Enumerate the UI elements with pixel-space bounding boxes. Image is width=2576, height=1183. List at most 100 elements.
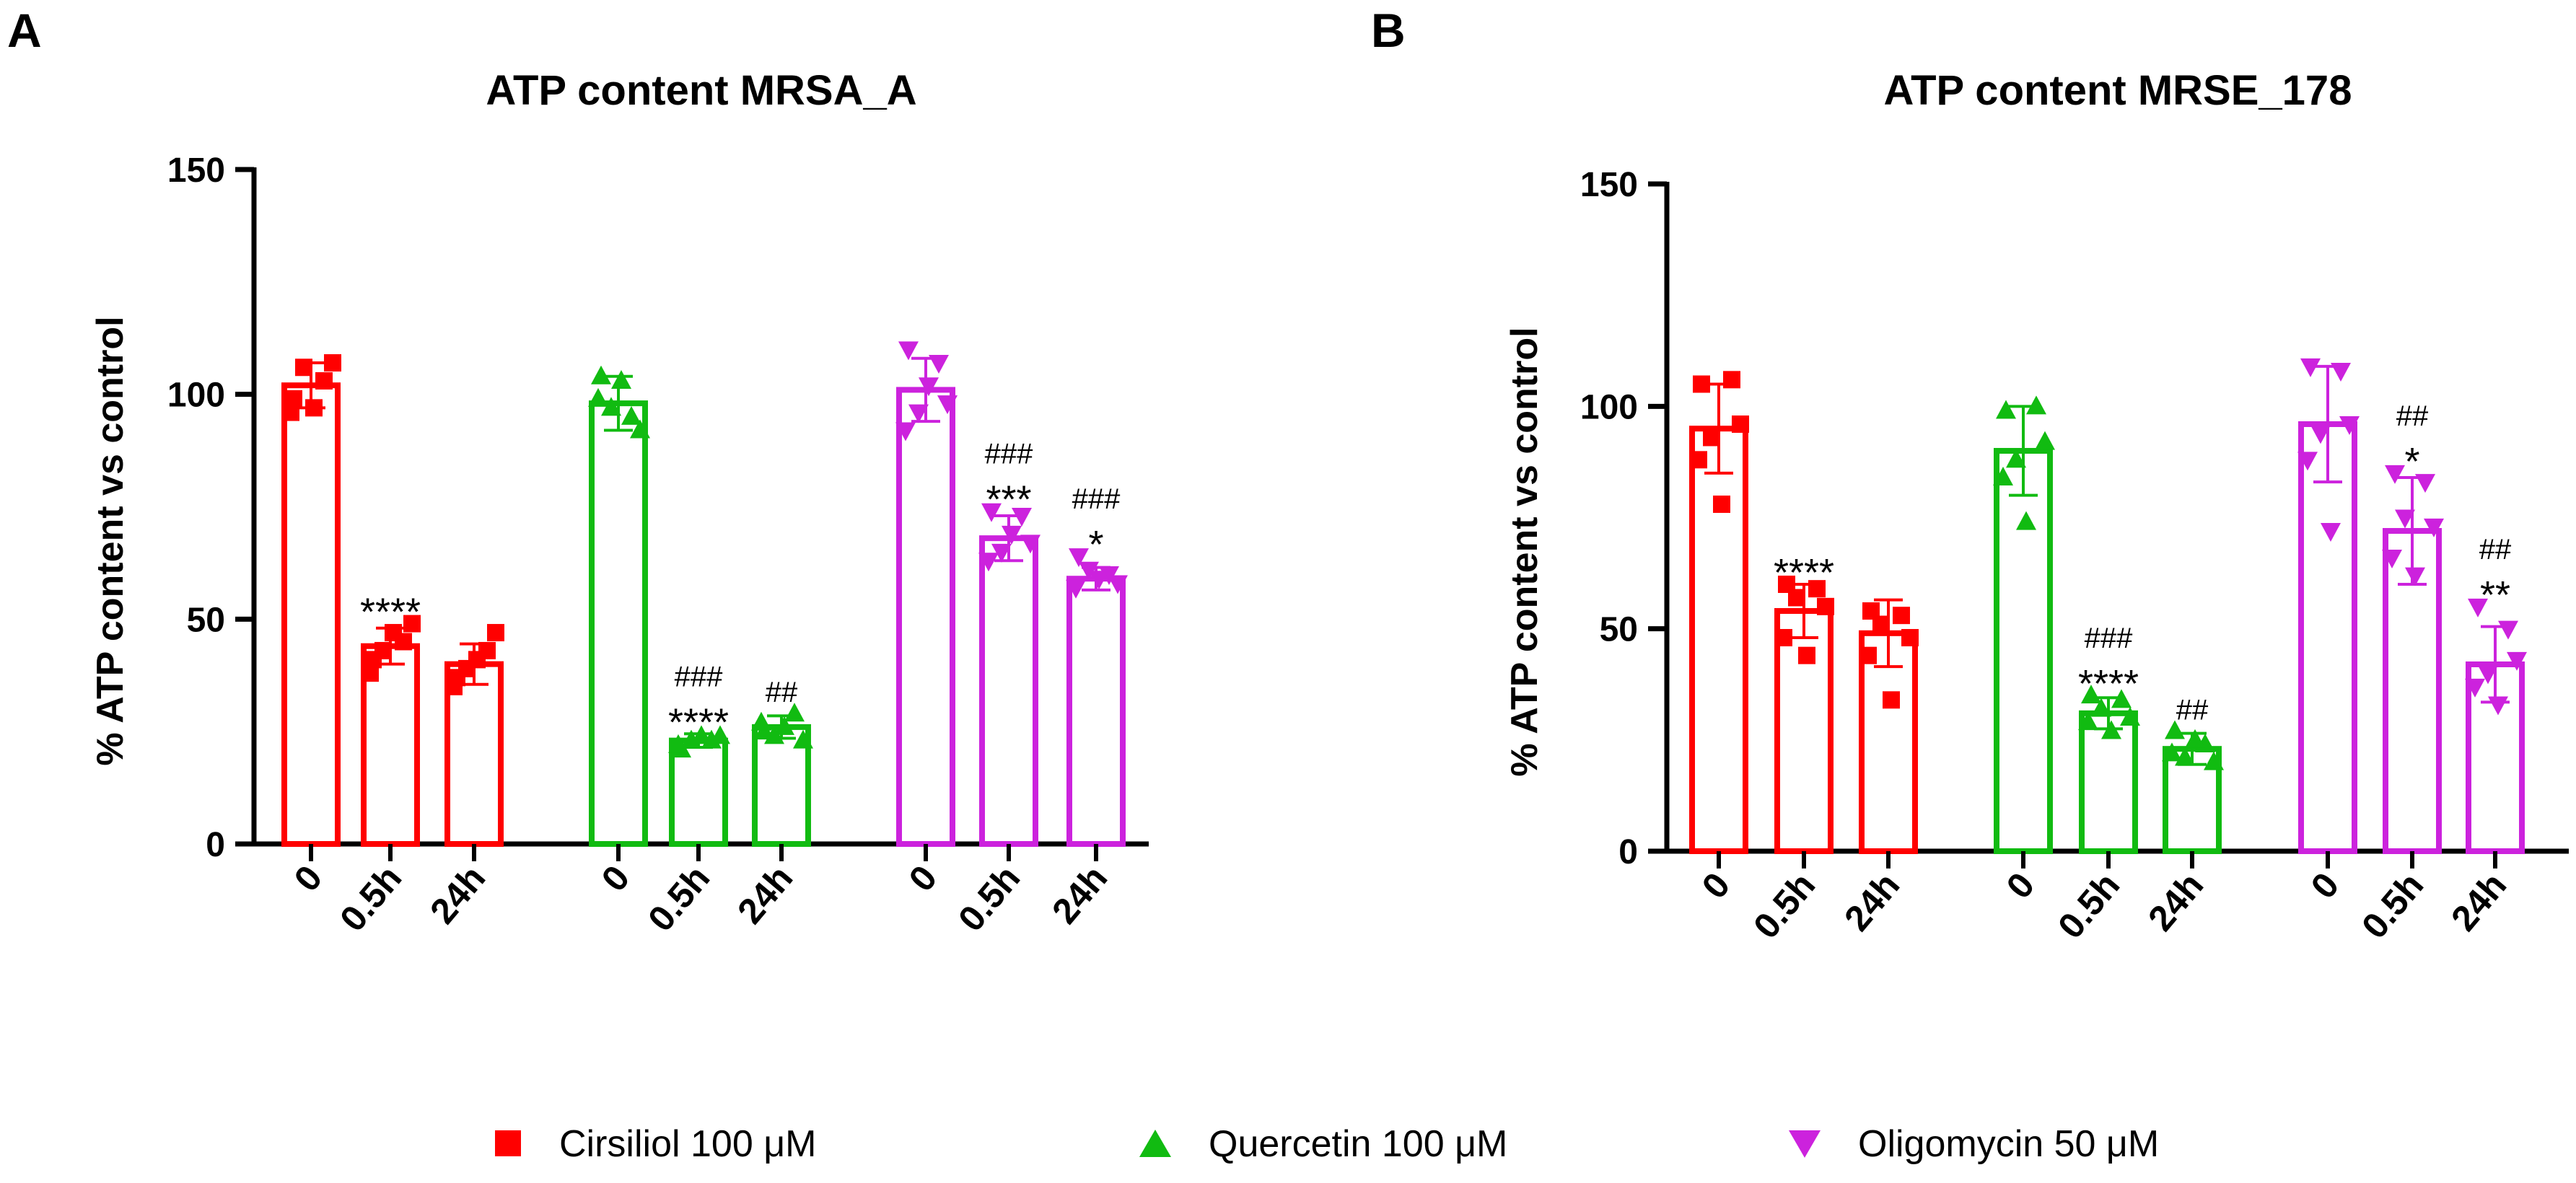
data-point (2405, 567, 2425, 586)
data-point (2162, 742, 2182, 762)
legend-label: Quercetin 100 μM (1209, 1123, 1507, 1165)
data-point (2478, 665, 2498, 685)
data-point (1883, 691, 1900, 709)
data-point (621, 405, 641, 425)
data-point (403, 615, 421, 633)
data-point (588, 387, 608, 407)
data-point (1872, 615, 1890, 633)
data-point (1859, 646, 1877, 664)
x-tick-label: 0.5h (1745, 865, 1823, 946)
data-point (2006, 449, 2026, 468)
legend-item-oligomycin: Oligomycin 50 μM (1789, 1123, 2159, 1165)
data-point (1775, 629, 1792, 646)
data-point (978, 553, 999, 572)
data-point (611, 369, 631, 389)
data-point (2026, 395, 2046, 415)
data-point (1713, 496, 1730, 513)
x-tick-label: 0.5h (2354, 865, 2431, 946)
x-tick-label: 0 (2303, 865, 2347, 906)
data-point (2488, 696, 2508, 716)
data-point (2297, 452, 2318, 471)
data-point (2111, 689, 2132, 708)
data-point (2175, 747, 2195, 766)
x-tick-label: 0 (901, 858, 945, 899)
bar (979, 535, 1038, 848)
significance-hashes: ### (2085, 623, 2133, 654)
y-tick-label: 50 (1600, 611, 1638, 649)
data-point (1993, 467, 2013, 485)
data-point (2507, 651, 2527, 671)
data-point (2078, 711, 2098, 731)
data-point (2468, 598, 2488, 617)
bar (1066, 576, 1126, 847)
data-point (282, 403, 299, 421)
x-tick-label: 0.5h (640, 858, 717, 939)
data-point (784, 703, 805, 722)
x-tick-label: 0.5h (950, 858, 1028, 939)
legend-label: Cirsiliol 100 μM (559, 1123, 816, 1165)
bar (281, 382, 341, 847)
x-tick-label: 24h (422, 858, 493, 931)
panel-a: A ATP content MRSA_A % ATP content vs co… (7, 4, 1149, 939)
data-point (1808, 580, 1826, 598)
data-point (601, 397, 621, 416)
data-point (1108, 575, 1128, 594)
data-point (1723, 371, 1740, 389)
data-point (2339, 416, 2360, 435)
data-point (2091, 698, 2111, 717)
data-point (991, 543, 1012, 563)
data-point (937, 395, 958, 415)
data-point (929, 355, 949, 374)
x-tick-label: 24h (730, 858, 800, 931)
data-point (1002, 525, 1022, 545)
data-point (1089, 571, 1109, 590)
data-point (374, 641, 392, 659)
data-point (919, 377, 939, 397)
bar (1689, 426, 1748, 854)
x-tick-label: 0 (1694, 865, 1738, 906)
data-point (1012, 507, 1032, 527)
data-point (1066, 579, 1086, 599)
data-point (591, 365, 611, 384)
significance-stars: ** (2480, 573, 2510, 617)
data-point (1732, 415, 1749, 433)
legend-marker-triangle-up (1139, 1130, 1171, 1157)
data-point (2465, 678, 2485, 698)
data-point (2395, 509, 2415, 529)
data-point (2035, 431, 2055, 450)
data-point (1020, 535, 1041, 554)
data-point (1893, 607, 1910, 625)
significance-hashes: ## (766, 677, 798, 708)
data-point (487, 624, 504, 642)
significance-hashes: ### (1072, 483, 1121, 515)
bar (896, 387, 955, 847)
data-point (305, 399, 323, 417)
y-tick-label: 50 (187, 601, 225, 639)
data-point (2415, 474, 2435, 493)
y-tick-label: 150 (167, 151, 225, 190)
data-point (2300, 358, 2321, 377)
significance-hashes: ## (2479, 534, 2512, 566)
data-point (774, 716, 794, 735)
significance-hashes: ### (985, 439, 1033, 470)
data-point (2165, 720, 2185, 739)
data-point (2016, 511, 2036, 530)
y-tick-label: 0 (1618, 833, 1638, 871)
x-tick-label: 0 (1999, 865, 2043, 906)
significance-hashes: ### (675, 661, 723, 692)
significance-stars: * (2404, 440, 2419, 483)
y-tick-label: 0 (206, 826, 225, 864)
x-tick-label: 0.5h (332, 858, 409, 939)
data-point (385, 624, 402, 642)
y-tick-label: 100 (1580, 388, 1638, 426)
significance-hashes: ## (2176, 695, 2209, 726)
data-point (1996, 400, 2016, 419)
significance-stars: * (1088, 523, 1103, 566)
data-point (895, 422, 916, 441)
data-point (751, 711, 771, 731)
data-point (2498, 620, 2518, 640)
data-point (2120, 707, 2140, 726)
data-point (445, 677, 463, 695)
bar (2298, 421, 2357, 854)
data-point (2385, 465, 2405, 484)
